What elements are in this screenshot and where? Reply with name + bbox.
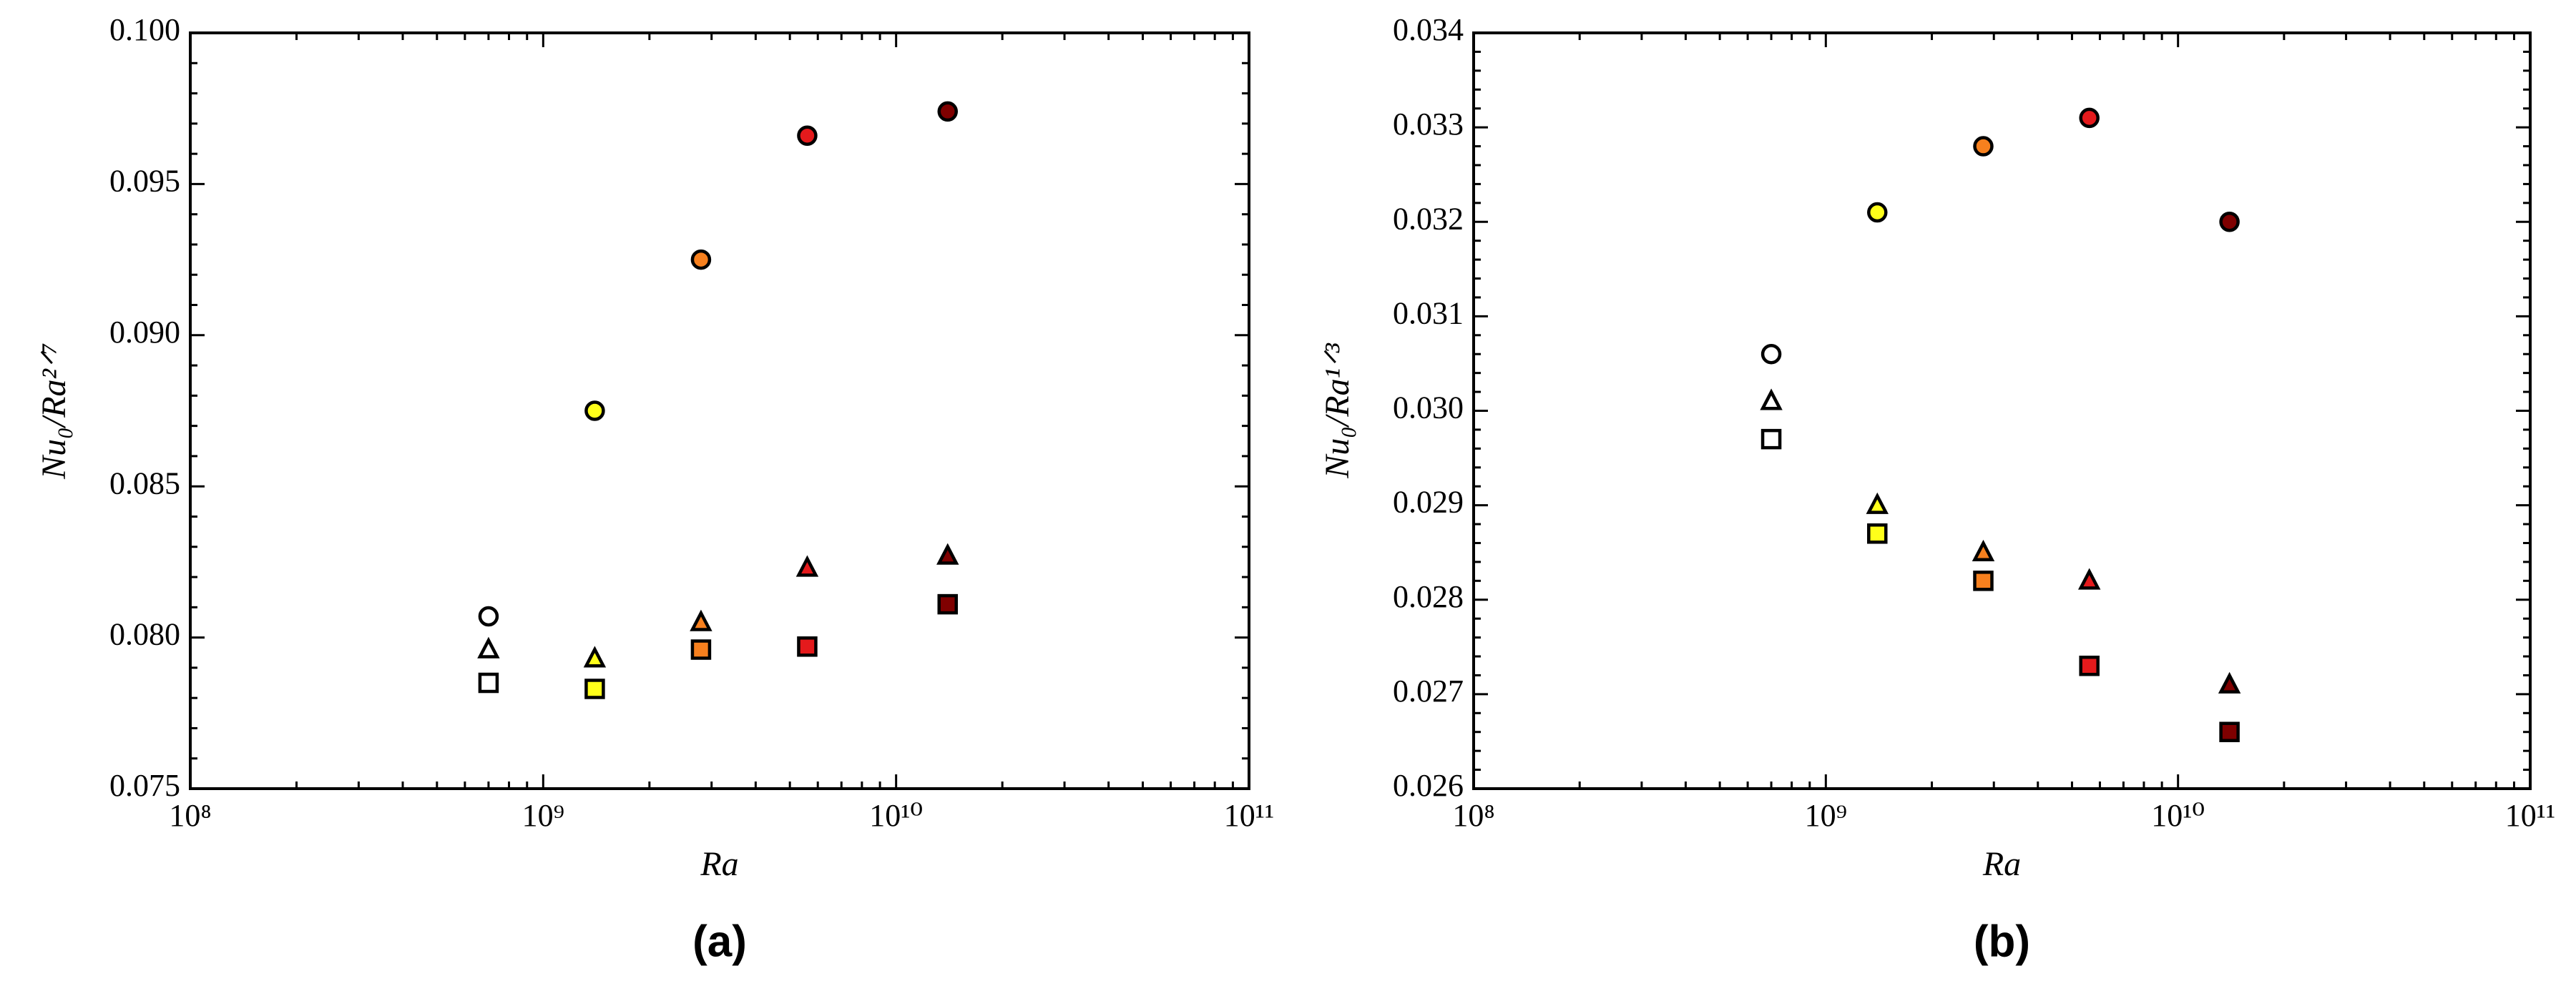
triangle-marker	[2218, 671, 2241, 694]
circle-marker	[1760, 343, 1782, 365]
y-axis-label: Nu₀/Ra¹ᐟ³	[1318, 343, 1356, 479]
x-axis-label: Ra	[700, 845, 738, 883]
square-marker	[797, 636, 818, 657]
x-tick-label: 10¹¹	[1224, 798, 1274, 833]
triangle-marker	[1972, 539, 1995, 561]
square-marker	[478, 672, 499, 694]
square-marker	[1973, 571, 1994, 591]
triangle-marker	[690, 609, 712, 631]
square-marker	[690, 639, 712, 660]
square-marker	[2079, 655, 2100, 676]
y-tick-label: 0.029	[1393, 485, 1464, 520]
y-tick-label: 0.032	[1393, 201, 1464, 236]
circle-marker	[584, 400, 605, 421]
x-tick-label: 10⁹	[1805, 798, 1847, 833]
y-tick-label: 0.026	[1393, 768, 1464, 803]
triangle-marker	[795, 555, 819, 577]
x-tick-label: 10⁸	[169, 798, 211, 833]
triangle-marker	[583, 646, 607, 668]
square-marker	[2219, 721, 2240, 742]
triangle-marker	[477, 636, 500, 659]
triangle-marker	[2077, 568, 2101, 590]
circle-marker	[1867, 202, 1888, 223]
y-tick-label: 0.034	[1393, 12, 1464, 47]
y-tick-label: 0.095	[109, 163, 180, 198]
plot-frame	[189, 31, 1250, 790]
x-tick-label: 10⁹	[522, 798, 564, 833]
y-tick-label: 0.085	[109, 465, 180, 501]
x-tick-label: 10¹⁰	[869, 798, 923, 833]
square-marker	[1867, 523, 1888, 544]
square-marker	[584, 679, 605, 699]
plot-frame	[1472, 31, 2532, 790]
circle-marker	[478, 606, 499, 627]
x-tick-label: 10¹¹	[2505, 798, 2555, 833]
panel-label: (a)	[692, 917, 747, 966]
square-marker	[1760, 428, 1782, 450]
y-tick-label: 0.090	[109, 315, 180, 350]
y-tick-label: 0.100	[109, 12, 180, 47]
y-axis-label: Nu₀/Ra²ᐟ⁷	[35, 342, 73, 480]
y-tick-label: 0.028	[1393, 579, 1464, 614]
circle-marker	[937, 101, 959, 122]
y-tick-label: 0.075	[109, 768, 180, 803]
circle-marker	[1973, 136, 1994, 157]
square-marker	[937, 593, 959, 615]
y-tick-label: 0.033	[1393, 107, 1464, 142]
y-tick-label: 0.030	[1393, 390, 1464, 425]
circle-marker	[690, 249, 712, 270]
triangle-marker	[936, 543, 959, 565]
y-tick-label: 0.027	[1393, 674, 1464, 709]
circle-marker	[2219, 212, 2240, 232]
x-tick-label: 10¹⁰	[2151, 798, 2205, 833]
triangle-marker	[1866, 492, 1889, 514]
x-tick-label: 10⁸	[1452, 798, 1494, 833]
panel-label: (b)	[1974, 917, 2030, 966]
circle-marker	[2079, 107, 2100, 129]
x-axis-label: Ra	[1982, 845, 2021, 883]
y-tick-label: 0.031	[1393, 295, 1464, 330]
circle-marker	[797, 125, 818, 147]
triangle-marker	[1760, 388, 1783, 410]
y-tick-label: 0.080	[109, 617, 180, 652]
